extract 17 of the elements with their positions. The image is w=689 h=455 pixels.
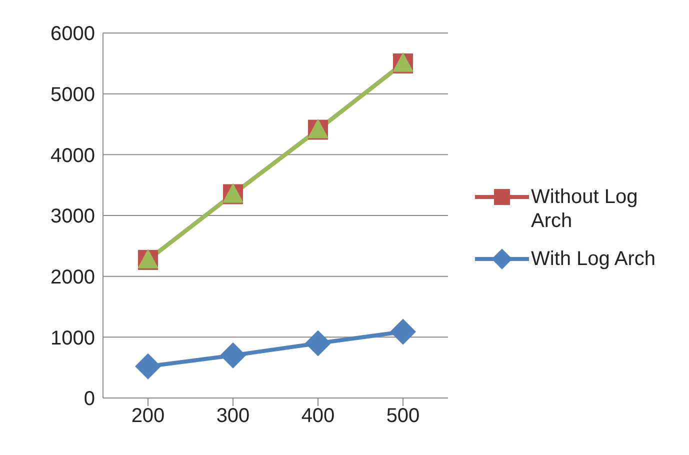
y-tick-label: 4000	[50, 144, 95, 167]
x-tick-label: 500	[386, 405, 420, 428]
y-tick-label: 2000	[50, 266, 95, 288]
legend-label: Without Log Arch	[531, 185, 639, 233]
point	[135, 353, 161, 380]
x-tick-label: 300	[216, 405, 250, 428]
point	[305, 330, 331, 356]
x-tick-label: 400	[301, 405, 335, 428]
point	[390, 318, 416, 345]
y-tick-label: 0	[84, 388, 95, 410]
y-tick-label: 6000	[50, 23, 95, 46]
x-tick-label: 200	[131, 405, 165, 428]
y-tick-label: 1000	[50, 327, 95, 350]
y-tick-label: 3000	[50, 206, 95, 228]
y-tick-label: 5000	[50, 84, 95, 106]
legend-label: With Log Arch	[531, 247, 656, 271]
point	[220, 342, 246, 368]
